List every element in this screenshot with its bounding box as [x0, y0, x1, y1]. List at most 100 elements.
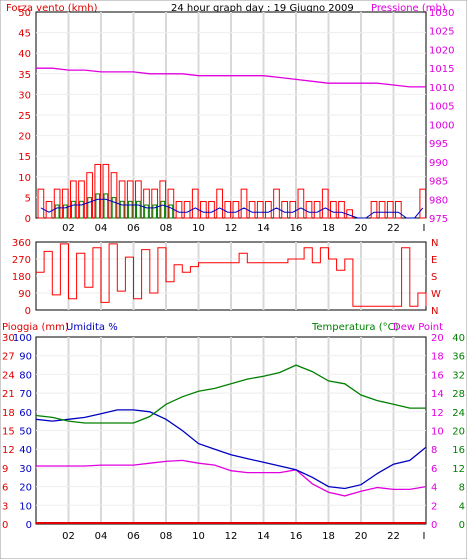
wind-gust-bar — [273, 188, 280, 219]
rain-axis-tick: 0 — [2, 520, 8, 531]
x-tick-label: 16 — [290, 531, 303, 542]
x-tick-label: 14 — [257, 223, 270, 234]
x-tick-label: 06 — [127, 531, 140, 542]
compass-tick: N — [431, 238, 438, 249]
temperature-axis-tick: 20 — [452, 427, 465, 438]
wind-gust-bar — [183, 201, 191, 219]
wind-gust-bar — [208, 201, 215, 219]
pressure-axis-tick: 1000 — [429, 120, 454, 131]
pressure-line — [36, 67, 426, 88]
humidity-title: Umidita % — [66, 322, 118, 333]
dewpoint-axis-tick: 20 — [431, 333, 444, 344]
pressure-axis-tick: 995 — [429, 139, 448, 150]
wind-average-bar — [103, 193, 109, 219]
pressure-axis-tick: 1030 — [429, 8, 454, 19]
rain-title: Pioggia (mm) — [2, 322, 69, 333]
x-tick-label: 18 — [322, 531, 335, 542]
compass-tick: W — [431, 289, 441, 300]
temperature-axis-tick: 0 — [459, 520, 465, 531]
x-tick-label: 22 — [387, 223, 400, 234]
temperature-axis-tick: 24 — [452, 408, 465, 419]
temperature-line — [35, 364, 426, 424]
wind-axis-tick: 5 — [25, 193, 31, 204]
humidity-axis-tick: 90 — [19, 352, 32, 363]
rain-axis-tick: 27 — [2, 352, 15, 363]
wind-axis-tick: 25 — [18, 111, 31, 122]
dewpoint-axis-tick: 18 — [431, 352, 444, 363]
wind-gust-bar — [45, 201, 53, 219]
x-tick-label: 12 — [225, 223, 238, 234]
x-tick-label: 08 — [160, 223, 173, 234]
direction-axis-tick: 270 — [12, 255, 31, 266]
wind-gust-bar — [216, 188, 223, 219]
direction-axis-tick: 0 — [25, 306, 31, 317]
rain-axis-tick: 15 — [2, 427, 15, 438]
humidity-axis-tick: 30 — [19, 464, 32, 475]
wind-speed-title: Forza vento (kmh) — [6, 3, 98, 14]
wind-gust-bar — [281, 201, 288, 219]
temperature-axis-tick: 8 — [459, 483, 465, 494]
pressure-axis-tick: 975 — [429, 214, 448, 225]
compass-tick: E — [431, 255, 437, 266]
wind-axis-tick: 30 — [18, 90, 31, 101]
humidity-axis-tick: 80 — [19, 370, 32, 381]
dewpoint-axis-tick: 12 — [431, 408, 444, 419]
dewpoint-axis-tick: 4 — [431, 483, 437, 494]
wind-axis-tick: 50 — [18, 8, 31, 19]
x-tick-label: 10 — [192, 531, 205, 542]
humidity-line — [35, 409, 427, 490]
wind-gust-bar — [321, 188, 329, 219]
wind-average-bar — [136, 200, 141, 219]
x-tick-label: 10 — [192, 223, 205, 234]
x-tick-label: 04 — [95, 531, 108, 542]
temperature-axis-tick: 40 — [452, 333, 465, 344]
wind-gust-bar — [297, 188, 305, 219]
x-tick-label: I — [423, 531, 426, 542]
x-tick-label: 20 — [355, 223, 368, 234]
dewpoint-axis-tick: 10 — [431, 427, 444, 438]
x-tick-label: 02 — [62, 531, 75, 542]
humidity-axis-tick: 40 — [19, 445, 32, 456]
x-tick-label: 14 — [257, 531, 270, 542]
humidity-axis-tick: 20 — [19, 483, 32, 494]
temperature-axis-tick: 4 — [459, 501, 465, 512]
x-tick-label: 06 — [127, 223, 140, 234]
humidity-axis-tick: 50 — [19, 427, 32, 438]
wind-average-bar — [160, 200, 166, 219]
pressure-axis-tick: 990 — [429, 158, 448, 169]
wind-average-bar — [144, 204, 149, 219]
wind-gust-bar — [248, 201, 256, 219]
wind-axis-tick: 15 — [18, 152, 31, 163]
temperature-title: Temperatura (°C) — [311, 322, 399, 333]
direction-axis-tick: 360 — [12, 238, 31, 249]
wind-direction-line — [36, 243, 427, 307]
rain-axis-tick: 24 — [2, 370, 15, 381]
x-tick-label: 02 — [62, 223, 75, 234]
wind-gust-bar — [395, 201, 402, 219]
wind-average-bar — [54, 204, 60, 219]
temperature-axis-tick: 36 — [452, 352, 465, 363]
wind-average-line — [40, 198, 424, 219]
temperature-axis-tick: 28 — [452, 389, 465, 400]
wind-average-bar — [62, 204, 68, 219]
wind-gust-bar — [265, 201, 272, 219]
rain-axis-tick: 6 — [2, 483, 8, 494]
temperature-axis-tick: 16 — [452, 445, 465, 456]
x-tick-label: 12 — [225, 531, 238, 542]
wind-axis-tick: 10 — [18, 173, 31, 184]
wind-axis-tick: 35 — [18, 70, 31, 81]
wind-gust-bar — [175, 201, 183, 219]
temperature-axis-tick: 12 — [452, 464, 465, 475]
dewpoint-line — [36, 459, 427, 497]
wind-average-bar — [79, 200, 84, 219]
wind-gust-bar — [338, 201, 345, 219]
x-tick-label: 16 — [290, 223, 303, 234]
wind-average-bar — [71, 200, 76, 219]
x-tick-label: 22 — [387, 531, 400, 542]
wind-average-bar — [127, 200, 133, 219]
humidity-axis-tick: 70 — [19, 389, 32, 400]
x-tick-label: 18 — [322, 223, 335, 234]
pressure-axis-tick: 980 — [429, 195, 448, 206]
temperature-axis-tick: 32 — [452, 370, 465, 381]
